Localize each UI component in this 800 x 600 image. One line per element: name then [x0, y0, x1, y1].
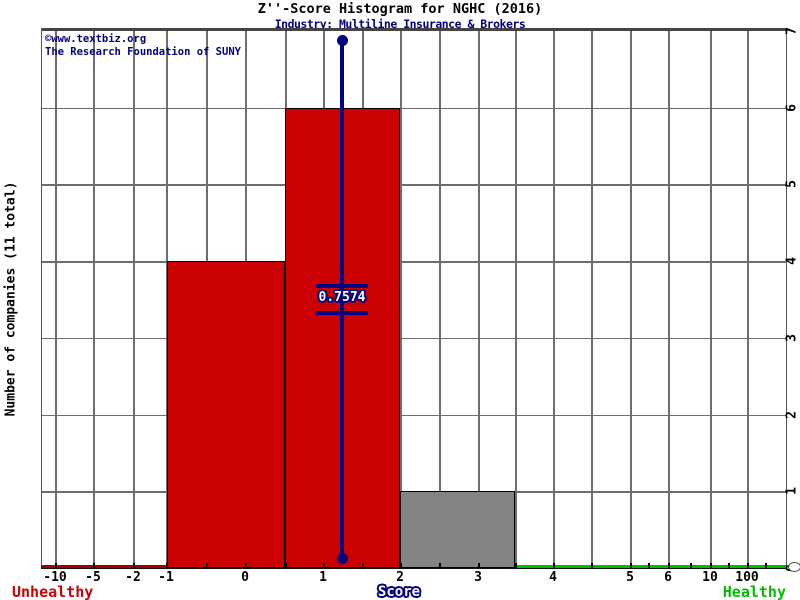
score-marker-lower-crossbar	[316, 311, 368, 315]
x-tick-label: -2	[125, 570, 141, 585]
x-axis-tick	[55, 563, 57, 568]
plot-border-right	[785, 28, 787, 568]
y-tick-label: 1	[784, 487, 800, 496]
x-tick-label: -1	[158, 570, 174, 585]
x-tick-label: -10	[43, 570, 67, 585]
x-axis-tick	[206, 563, 208, 568]
chart-subtitle: Industry: Multiline Insurance & Brokers	[274, 17, 526, 31]
horizontal-gridline	[42, 261, 786, 263]
x-axis-title: Score	[377, 584, 421, 600]
x-axis-tick	[765, 563, 767, 568]
y-tick-label: 4	[784, 257, 800, 266]
unhealthy-label: Unhealthy	[12, 583, 94, 600]
vertical-gridline	[133, 31, 135, 568]
unhealthy-zone-axis-line	[42, 565, 167, 568]
vertical-gridline	[591, 31, 593, 568]
y-tick-label: 2	[784, 410, 800, 419]
y-tick-label: 7	[784, 27, 800, 35]
healthy-zone-axis-line	[515, 564, 786, 568]
x-tick-label: 2	[396, 570, 404, 585]
vertical-gridline	[166, 31, 168, 568]
vertical-gridline	[668, 31, 670, 568]
x-tick-label: 3	[474, 570, 482, 585]
y-tick-label: 5	[784, 180, 800, 189]
x-axis-tick	[630, 563, 632, 568]
horizontal-gridline	[42, 414, 786, 417]
plot-area: 0.7574	[42, 31, 786, 568]
x-axis-tick	[478, 563, 480, 568]
x-axis-tick	[747, 563, 749, 568]
vertical-gridline	[710, 31, 712, 568]
vertical-gridline	[630, 31, 632, 568]
x-tick-label: 6	[664, 570, 672, 585]
x-axis-tick	[439, 563, 441, 568]
x-axis-tick	[285, 563, 287, 568]
watermark: ©www.textbiz.org The Research Foundation…	[45, 33, 241, 59]
x-tick-label: 5	[626, 570, 634, 585]
vertical-gridline	[439, 31, 441, 568]
score-marker-bottom-dot	[336, 553, 348, 564]
y-axis-title: Number of companies (11 total)	[3, 181, 19, 417]
watermark-line2: The Research Foundation of SUNY	[45, 46, 241, 58]
x-axis-tick	[400, 563, 402, 568]
score-marker-line	[340, 40, 344, 559]
x-tick-label: 100	[735, 570, 759, 585]
x-axis-tick	[553, 563, 555, 568]
vertical-gridline	[55, 31, 57, 568]
vertical-gridline	[747, 31, 749, 568]
vertical-gridline	[400, 31, 402, 568]
histogram-bar	[400, 491, 515, 568]
x-axis-tick	[362, 563, 364, 568]
x-axis-tick	[668, 563, 670, 568]
x-axis-tick	[710, 563, 712, 568]
x-axis-tick	[166, 563, 168, 568]
vertical-gridline	[93, 31, 95, 568]
y-tick-label: 6	[784, 103, 800, 112]
score-marker-upper-crossbar	[316, 284, 368, 288]
vertical-gridline	[515, 31, 517, 568]
x-axis-tick	[93, 563, 95, 568]
x-axis-tick	[728, 563, 730, 568]
x-axis-tick	[515, 563, 517, 568]
x-axis-tick	[591, 563, 593, 568]
chart-title: Z''-Score Histogram for NGHC (2016)	[257, 1, 543, 17]
histogram-bar	[167, 261, 285, 568]
x-tick-label: 10	[702, 570, 718, 585]
x-axis-tick	[323, 563, 325, 568]
x-tick-label: 0	[241, 570, 249, 585]
y-tick-label: 3	[784, 333, 800, 342]
healthy-label: Healthy	[722, 583, 786, 600]
horizontal-gridline	[42, 184, 786, 186]
x-axis-tick	[245, 563, 247, 568]
x-tick-label: 1	[319, 570, 327, 585]
axis-end-marker	[788, 562, 800, 572]
plot-border-top	[41, 28, 788, 31]
x-tick-label: -5	[85, 570, 101, 585]
x-tick-label: 4	[549, 570, 557, 585]
x-axis-tick	[133, 563, 135, 568]
horizontal-gridline	[42, 107, 786, 110]
vertical-gridline	[553, 31, 555, 568]
x-axis-tick	[648, 563, 650, 568]
vertical-gridline	[478, 31, 480, 568]
x-axis-tick	[690, 563, 692, 568]
watermark-line1: ©www.textbiz.org	[45, 33, 147, 45]
score-marker-value-label: 0.7574	[318, 290, 366, 305]
horizontal-gridline	[42, 337, 786, 340]
score-marker-top-dot	[336, 35, 348, 46]
